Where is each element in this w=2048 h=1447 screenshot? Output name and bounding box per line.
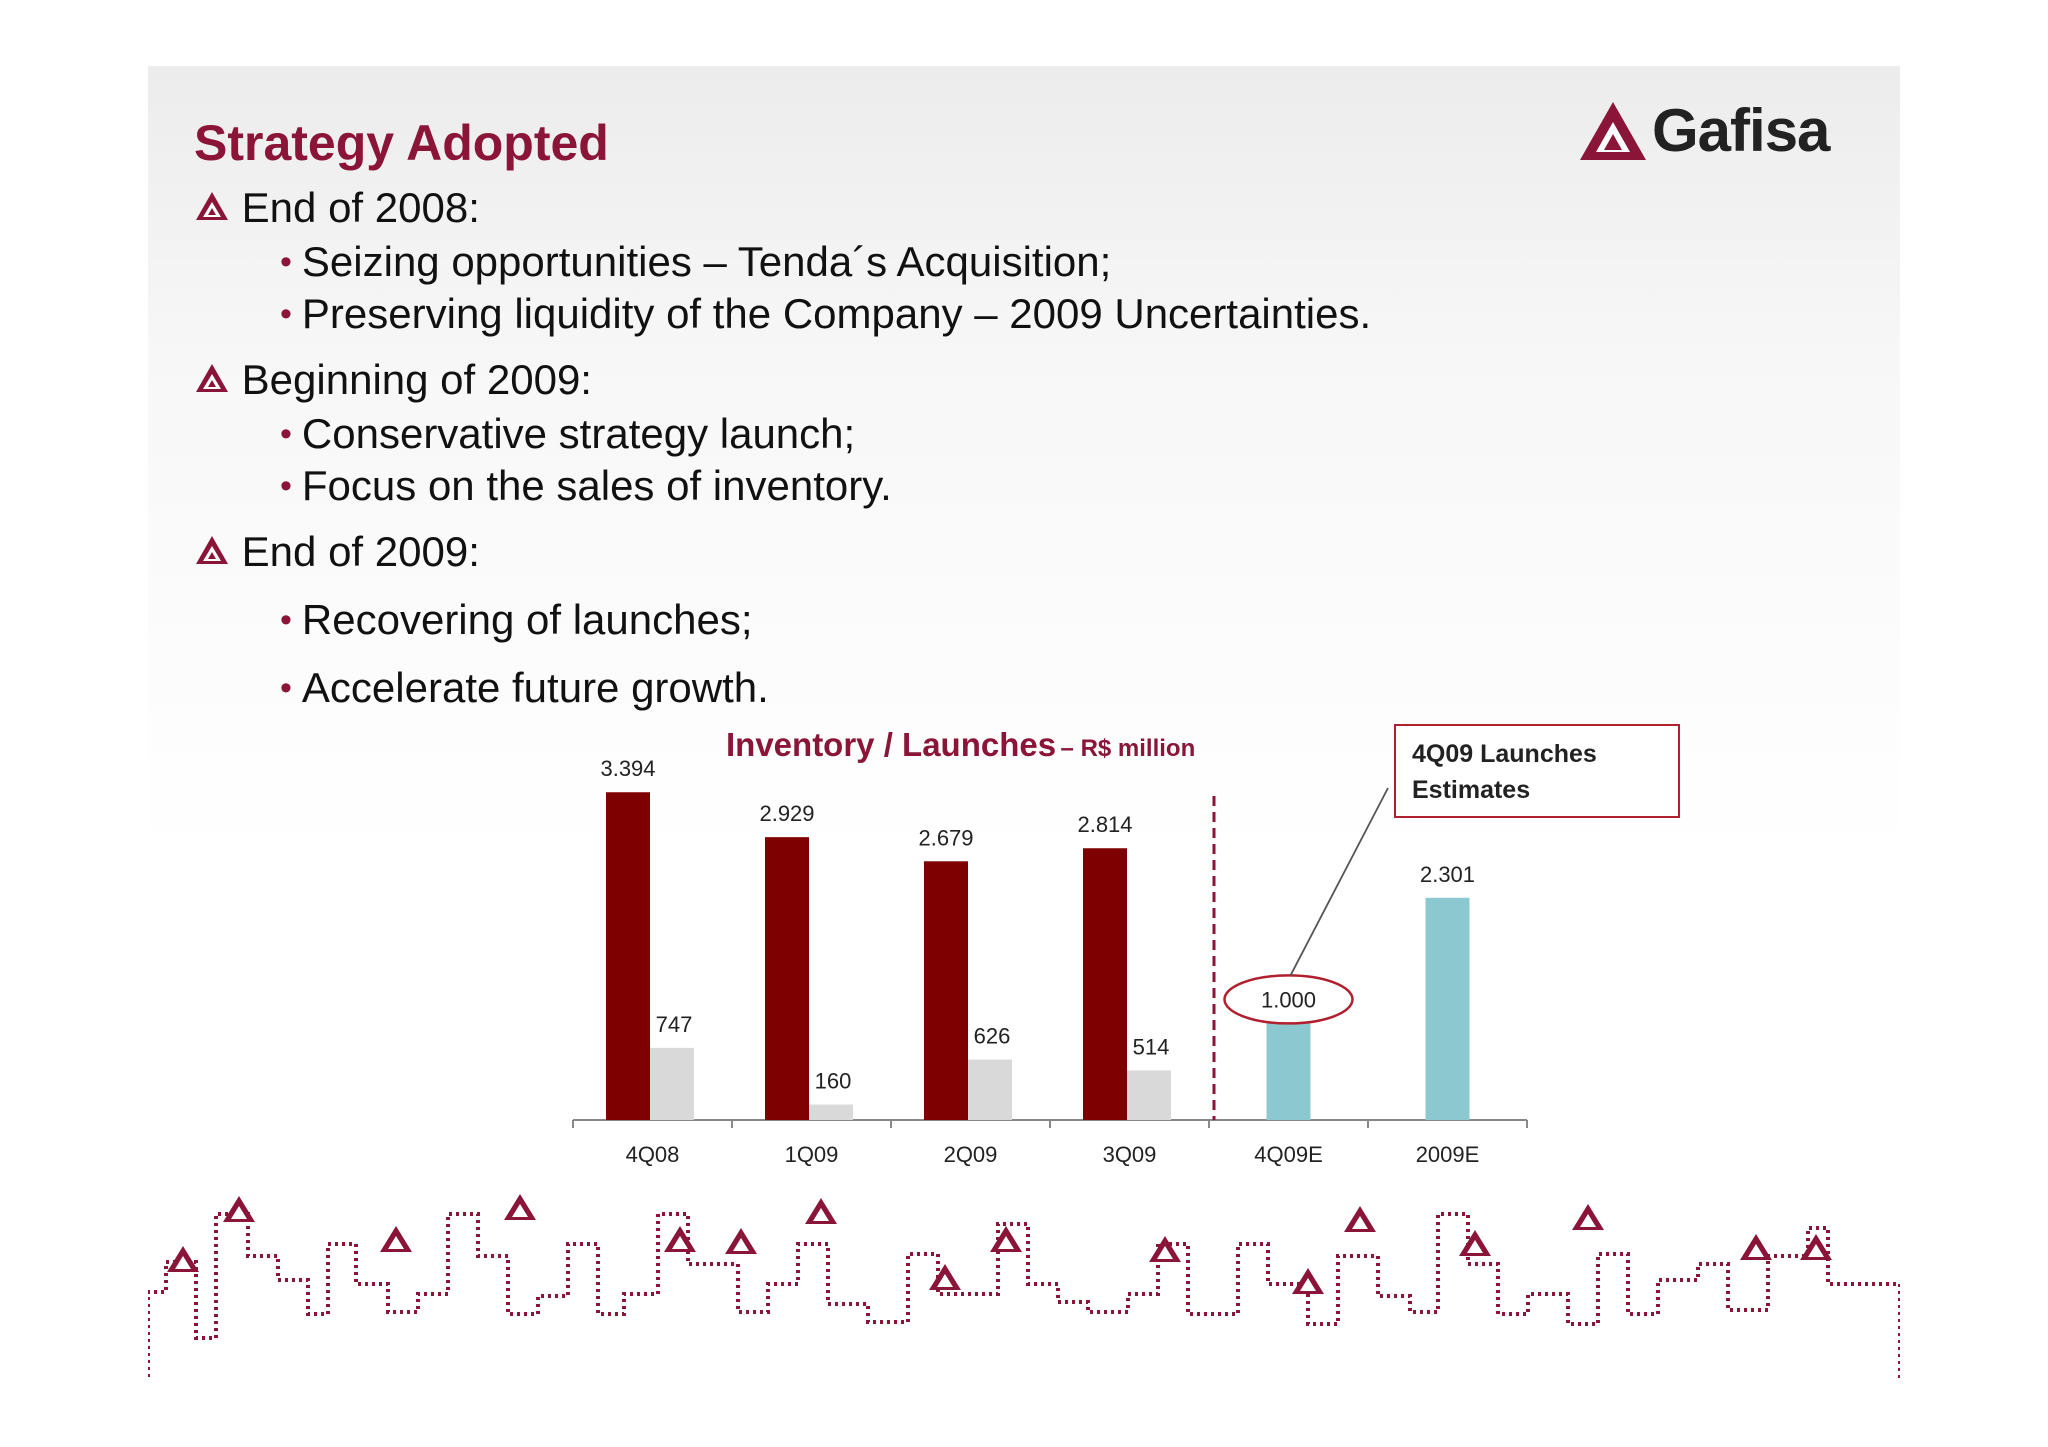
callout-line-1: 4Q09 Launches <box>1412 740 1597 768</box>
skyline-outline <box>148 1212 1900 1379</box>
slide-title: Strategy Adopted <box>194 115 609 171</box>
data-label: 2.301 <box>1420 862 1475 887</box>
bar-inventory <box>924 861 968 1120</box>
gafisa-logo-icon <box>1580 101 1646 160</box>
data-label: 626 <box>974 1024 1011 1049</box>
bullet-dot-icon: • <box>280 415 292 453</box>
data-label: 747 <box>656 1012 693 1037</box>
bullet-item: • Focus on the sales of inventory. <box>280 462 892 510</box>
data-label: 2.929 <box>759 801 814 826</box>
bar-launches <box>968 1059 1012 1120</box>
bullet-dot-icon: • <box>280 295 292 333</box>
data-label: 2.679 <box>918 825 973 850</box>
data-label: 2.814 <box>1077 812 1132 837</box>
bullet-item: • Accelerate future growth. <box>280 664 769 712</box>
skyline-triangle-inner <box>1352 1216 1368 1229</box>
gafisa-logo: Gafisa <box>1578 96 1830 165</box>
data-label: 3.394 <box>600 756 655 781</box>
triangle-bullet-icon <box>196 536 228 564</box>
chart-title-unit: – R$ million <box>1060 735 1196 762</box>
data-label: 1.000 <box>1261 987 1316 1012</box>
x-tick-label: 3Q09 <box>1103 1142 1157 1166</box>
skyline-triangle-inner <box>1157 1246 1173 1259</box>
data-label: 160 <box>815 1069 852 1094</box>
data-label: 514 <box>1133 1034 1170 1059</box>
bullet-item: • Preserving liquidity of the Company – 2… <box>280 290 1371 338</box>
bullet-dot-icon: • <box>280 601 292 639</box>
skyline-triangle-inner <box>1467 1240 1483 1253</box>
x-tick-label: 1Q09 <box>785 1142 839 1166</box>
bullet-text: Recovering of launches; <box>301 596 753 643</box>
bar-launches <box>650 1047 694 1120</box>
bar-inventory <box>606 792 650 1120</box>
bullet-dot-icon: • <box>280 669 292 707</box>
bullet-text: Accelerate future growth. <box>301 664 769 711</box>
section-heading-text: End of 2009: <box>241 528 480 575</box>
triangle-bullet-icon <box>196 364 228 392</box>
bar-launches <box>1127 1070 1171 1120</box>
skyline-triangle-inner <box>512 1204 528 1217</box>
bullet-item: • Conservative strategy launch; <box>280 410 855 458</box>
bullet-dot-icon: • <box>280 467 292 505</box>
bullet-item: • Recovering of launches; <box>280 596 753 644</box>
skyline-triangle-inner <box>388 1236 404 1249</box>
skyline-triangle-inner <box>998 1236 1014 1249</box>
skyline-triangle-inner <box>1808 1244 1824 1257</box>
bar-estimate <box>1266 1023 1311 1120</box>
city-skyline-decoration <box>148 1194 1900 1379</box>
bullet-text: Preserving liquidity of the Company – 20… <box>301 290 1372 337</box>
bullet-text: Seizing opportunities – Tenda´s Acquisit… <box>301 238 1112 285</box>
x-tick-label: 2Q09 <box>944 1142 998 1166</box>
bar-launches <box>809 1104 853 1120</box>
section-heading-2: Beginning of 2009: <box>194 356 592 404</box>
section-heading-text: End of 2008: <box>241 184 480 231</box>
bar-estimate <box>1425 897 1470 1120</box>
x-tick-label: 2009E <box>1416 1142 1480 1166</box>
highlight-ellipse <box>1223 974 1354 1025</box>
bar-inventory <box>765 837 809 1120</box>
skyline-triangle-inner <box>1748 1244 1764 1257</box>
skyline-triangle-inner <box>175 1256 191 1269</box>
callout-line-2: Estimates <box>1412 776 1531 804</box>
estimates-callout: 4Q09 Launches Estimates <box>1394 724 1680 818</box>
skyline-triangle-inner <box>231 1206 247 1219</box>
section-heading-text: Beginning of 2009: <box>241 356 592 403</box>
skyline-triangle-inner <box>813 1208 829 1221</box>
bullet-item: • Seizing opportunities – Tenda´s Acquisi… <box>280 238 1111 286</box>
skyline-triangle-inner <box>1580 1214 1596 1227</box>
skyline-triangle-inner <box>672 1236 688 1249</box>
bar-inventory <box>1083 848 1127 1120</box>
skyline-triangle-inner <box>733 1238 749 1251</box>
skyline-triangle-inner <box>937 1274 953 1287</box>
chart-title-main: Inventory / Launches <box>726 726 1057 763</box>
inventory-launches-chart: 4Q08 3.394 747 1Q09 2.929 160 2Q09 2.679 626 3Q09… <box>572 756 1528 1166</box>
x-tick-label: 4Q09E <box>1254 1142 1323 1166</box>
bullet-dot-icon: • <box>280 243 292 281</box>
skyline-triangle-inner <box>1300 1278 1316 1291</box>
x-tick-label: 4Q08 <box>626 1142 680 1166</box>
bullet-text: Conservative strategy launch; <box>301 410 856 457</box>
callout-connector-line <box>1289 787 1389 976</box>
section-heading-1: End of 2008: <box>194 184 480 232</box>
slide: Strategy Adopted Gafisa End of 2008: • Se… <box>148 66 1900 1379</box>
bullet-text: Focus on the sales of inventory. <box>301 462 892 509</box>
triangle-bullet-icon <box>196 192 228 220</box>
chart-title: Inventory / Launches – R$ million <box>726 726 1195 764</box>
logo-text: Gafisa <box>1652 97 1830 164</box>
section-heading-3: End of 2009: <box>194 528 480 576</box>
